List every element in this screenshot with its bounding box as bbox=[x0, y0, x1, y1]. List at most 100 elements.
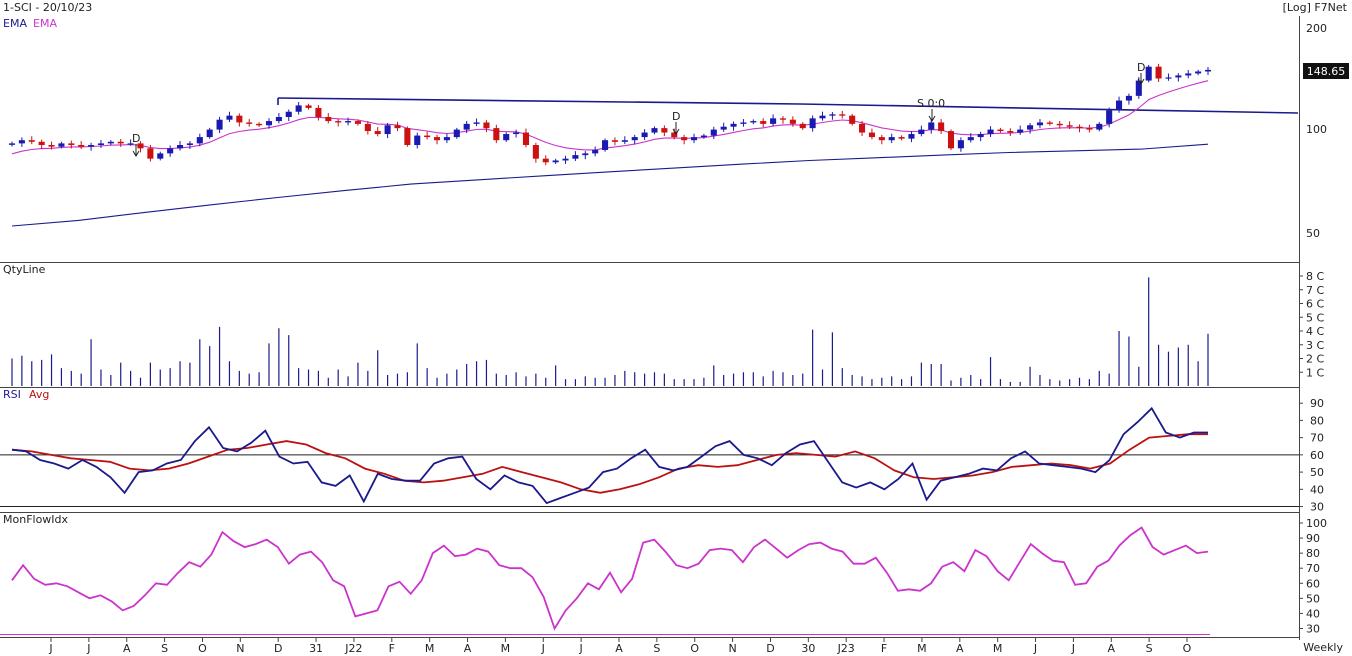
rsi-avg-legend: Avg bbox=[29, 388, 49, 401]
scale-label: [Log] F7Net bbox=[1283, 1, 1348, 14]
candle-body bbox=[1056, 123, 1063, 126]
x-tick-label: J bbox=[541, 642, 545, 655]
candle-body bbox=[1116, 100, 1123, 111]
candle-body bbox=[918, 129, 925, 135]
candle-body bbox=[1145, 66, 1152, 81]
candle-body bbox=[611, 140, 618, 142]
rsi-legend: RSI bbox=[3, 388, 21, 401]
arrow-down-icon bbox=[928, 109, 936, 122]
candle-body bbox=[859, 123, 866, 133]
arrow-down-icon bbox=[132, 144, 140, 157]
candle-body bbox=[424, 135, 431, 138]
candle-body bbox=[671, 132, 678, 138]
volume-panel bbox=[11, 277, 1209, 386]
candle-body bbox=[335, 121, 342, 123]
candle-body bbox=[88, 145, 95, 147]
candle-body bbox=[1027, 125, 1034, 130]
candle-body bbox=[987, 129, 994, 135]
x-tick-label: 31 bbox=[309, 642, 323, 655]
candle-body bbox=[345, 121, 352, 123]
rsi-tick-label: 90 bbox=[1310, 397, 1324, 410]
candle-body bbox=[947, 131, 955, 149]
candle-body bbox=[473, 122, 480, 124]
candle-body bbox=[236, 115, 243, 123]
volume-tick-label: 3 C bbox=[1306, 339, 1324, 352]
candle-body bbox=[38, 141, 45, 146]
x-tick-label: J bbox=[86, 642, 90, 655]
x-tick-label: A bbox=[615, 642, 623, 655]
candle-body bbox=[1125, 95, 1132, 101]
candle-body bbox=[710, 129, 717, 136]
candle-body bbox=[176, 145, 184, 149]
candle-body bbox=[206, 129, 213, 138]
mfi-line bbox=[11, 526, 1209, 631]
rsi-tick-label: 40 bbox=[1310, 483, 1324, 496]
x-tick-label: A bbox=[956, 642, 964, 655]
candle-body bbox=[1155, 66, 1162, 79]
rsi-tick-label: 50 bbox=[1310, 466, 1324, 479]
candle-body bbox=[216, 119, 223, 130]
candle-body bbox=[186, 143, 193, 146]
mfi-tick-label: 70 bbox=[1306, 562, 1320, 575]
candle-body bbox=[1106, 110, 1113, 124]
candle-body bbox=[97, 143, 104, 146]
candle-body bbox=[770, 118, 777, 124]
candle-body bbox=[127, 143, 134, 145]
candle-body bbox=[681, 137, 688, 141]
candle-body bbox=[167, 148, 174, 154]
volume-tick-label: 5 C bbox=[1306, 311, 1324, 324]
x-tick-label: 30 bbox=[801, 642, 815, 655]
candle-body bbox=[730, 123, 737, 127]
candle-body bbox=[315, 107, 322, 117]
rsi-tick-label: 60 bbox=[1310, 449, 1324, 462]
candle-body bbox=[661, 128, 668, 133]
candle-body bbox=[1096, 123, 1103, 130]
price-annotations: D D S 0:0 D bbox=[132, 61, 1145, 157]
candle-body bbox=[513, 132, 520, 135]
candle-body bbox=[147, 148, 154, 159]
candle-body bbox=[414, 135, 421, 146]
candle-body bbox=[443, 137, 450, 141]
rsi-line bbox=[11, 406, 1208, 505]
candle-body bbox=[582, 153, 589, 156]
candle-body bbox=[1175, 75, 1182, 78]
rsi-tick-label: 30 bbox=[1310, 501, 1324, 514]
x-tick-label: M bbox=[425, 642, 435, 655]
candle-body bbox=[789, 119, 796, 124]
candle-body bbox=[839, 114, 846, 116]
x-tick-label: S bbox=[161, 642, 168, 655]
candle-body bbox=[977, 134, 984, 138]
candle-body bbox=[562, 158, 569, 161]
candle-body bbox=[433, 137, 441, 141]
legend-ema-long: EMA bbox=[3, 17, 27, 30]
mfi-tick-label: 60 bbox=[1306, 577, 1320, 590]
mfi-tick-label: 40 bbox=[1306, 607, 1320, 620]
volume-tick-label: 1 C bbox=[1306, 366, 1324, 379]
mfi-panel bbox=[0, 526, 1210, 635]
x-tick-label: J22 bbox=[344, 642, 362, 655]
candle-body bbox=[898, 137, 905, 139]
candle-body bbox=[1066, 125, 1073, 127]
candle-body bbox=[196, 137, 203, 144]
candle-body bbox=[720, 126, 727, 130]
arrow-down-icon bbox=[1137, 73, 1145, 85]
candle-body bbox=[928, 122, 935, 130]
volume-tick-label: 6 C bbox=[1306, 298, 1324, 311]
volume-y-axis: 8 C7 C6 C5 C4 C3 C2 C1 C bbox=[1299, 270, 1324, 379]
candle-body bbox=[354, 121, 361, 124]
x-tick-label: M bbox=[501, 642, 511, 655]
candle-body bbox=[275, 116, 282, 122]
candle-body bbox=[226, 115, 233, 120]
mfi-tick-label: 80 bbox=[1306, 547, 1320, 560]
annotation-s: S 0:0 bbox=[917, 97, 945, 110]
x-tick-label: D bbox=[766, 642, 774, 655]
x-tick-label: M bbox=[917, 642, 927, 655]
x-tick-label: M bbox=[993, 642, 1003, 655]
resistance-trendline bbox=[277, 97, 1299, 114]
mfi-tick-label: 50 bbox=[1306, 592, 1320, 605]
candle-body bbox=[868, 132, 875, 138]
candle-body bbox=[750, 121, 757, 123]
candle-body bbox=[849, 115, 856, 124]
candle-body bbox=[1204, 69, 1212, 72]
